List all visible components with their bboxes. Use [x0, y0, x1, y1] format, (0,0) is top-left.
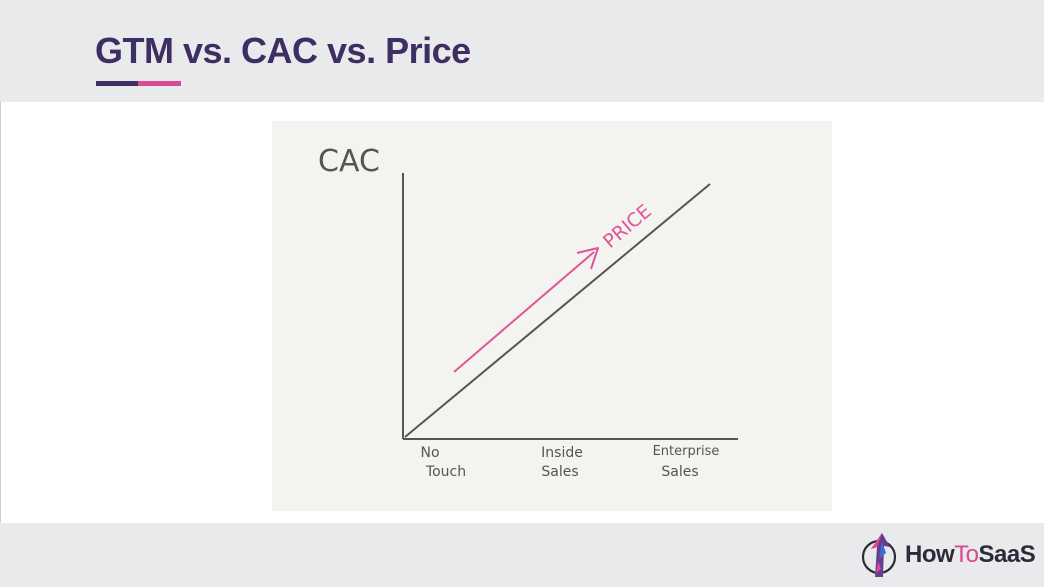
tick-label-no-touch-2: Touch: [425, 464, 466, 480]
howtosaas-logo: HowToSaaS: [857, 529, 1036, 581]
logo-text-saas: SaaS: [978, 541, 1036, 568]
tick-label-inside-1: Inside: [541, 445, 583, 461]
underline-purple: [96, 81, 138, 86]
rocket-arrow-icon: [861, 533, 897, 577]
sketch-diagram: CAC PRICE No Touch Inside Sales Enterpri…: [272, 121, 832, 511]
header-band: GTM vs. CAC vs. Price: [0, 0, 1044, 102]
underline-pink: [138, 81, 181, 86]
slide-title: GTM vs. CAC vs. Price: [95, 30, 471, 71]
tick-label-enterprise-1: Enterprise: [653, 444, 720, 459]
logo-text-to: To: [954, 541, 979, 568]
tick-label-inside-2: Sales: [541, 464, 578, 480]
logo-text: HowToSaaS: [905, 541, 1036, 569]
tick-label-enterprise-2: Sales: [661, 464, 698, 480]
diagram-svg: CAC PRICE No Touch Inside Sales Enterpri…: [318, 144, 738, 480]
cac-price-line: [404, 183, 711, 438]
title-underline: [96, 81, 181, 86]
logo-text-how: How: [905, 541, 955, 568]
content-edge: [0, 102, 1, 523]
footer-band: [0, 523, 1044, 587]
y-axis-label: CAC: [318, 144, 380, 179]
price-arrow-head: [576, 247, 599, 270]
price-label: PRICE: [599, 200, 656, 253]
price-arrow-shaft: [453, 251, 595, 373]
tick-label-no-touch-1: No: [420, 445, 439, 461]
